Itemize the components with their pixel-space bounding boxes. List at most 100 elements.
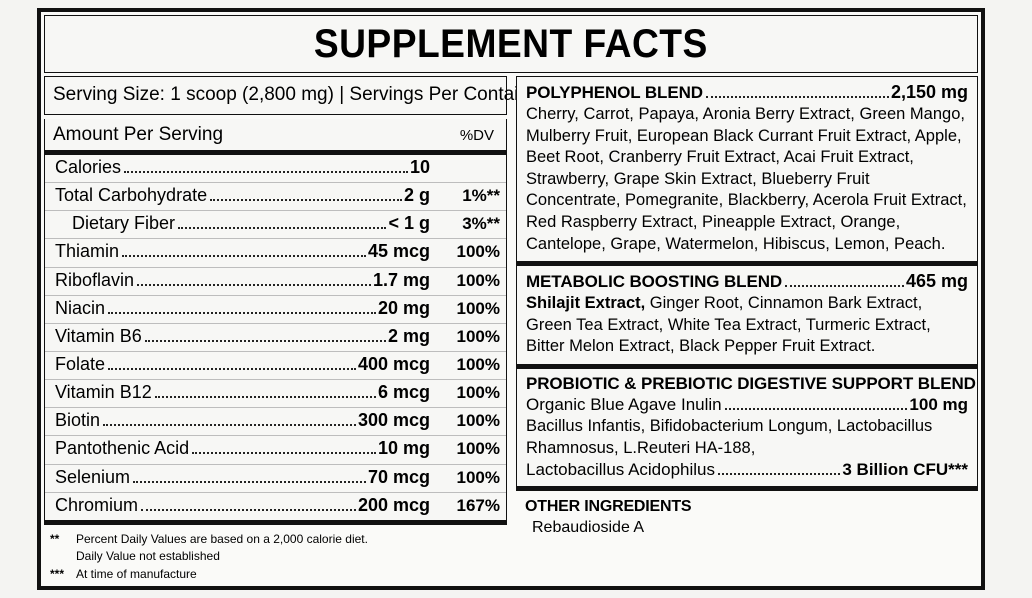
footnote-text: Daily Value not established	[76, 549, 220, 564]
dotted-leader	[133, 480, 366, 483]
daily-value-header: %DV	[459, 126, 494, 144]
nutrient-daily-value: 100%	[456, 467, 500, 487]
probiotic-blend-section: PROBIOTIC & PREBIOTIC DIGESTIVE SUPPORT …	[517, 369, 977, 486]
nutrient-row: Pantothenic Acid 10 mg 100%	[45, 436, 506, 465]
inulin-row: Organic Blue Agave Inulin 100 mg	[526, 394, 968, 415]
probiotic-strains: Bacillus Infantis, Bifidobacterium Longu…	[526, 417, 933, 457]
nutrient-row: Thiamin 45 mcg 100%	[45, 239, 506, 268]
other-ingredients-body: Rebaudioside A	[532, 519, 645, 537]
footnote-line: *** At time of manufacture	[50, 566, 507, 583]
footnote-marker	[50, 548, 76, 565]
dotted-leader	[178, 227, 387, 230]
polyphenol-blend-amount: 2,150 mg	[890, 82, 968, 102]
nutrient-name: Calories	[55, 157, 122, 177]
metabolic-ingredients-rest: Ginger Root, Cinnamon Bark Extract, Gree…	[526, 294, 931, 356]
metabolic-blend-header: METABOLIC BOOSTING BLEND 465 mg	[526, 271, 968, 292]
serving-size-row: Serving Size: 1 scoop (2,800 mg) | Servi…	[44, 76, 578, 115]
nutrient-name: Vitamin B12	[55, 382, 152, 403]
polyphenol-ingredients: Cherry, Carrot, Papaya, Aronia Berry Ext…	[526, 105, 967, 253]
page-title: SUPPLEMENT FACTS	[314, 22, 708, 66]
footnotes: ** Percent Daily Values are based on a 2,…	[44, 525, 507, 583]
nutrient-name: Folate	[55, 353, 106, 374]
dotted-leader	[718, 473, 841, 476]
dotted-leader	[724, 408, 908, 411]
nutrient-amount: 300 mcg	[357, 410, 430, 431]
acidophilus-row: Lactobacillus Acidophilus 3 Billion CFU*…	[526, 459, 968, 480]
metabolic-ingredients: Shilajit Extract, Ginger Root, Cinnamon …	[526, 292, 968, 358]
nutrient-row: Folate 400 mcg 100%	[45, 352, 506, 381]
nutrient-daily-value: 3%**	[462, 214, 500, 234]
panel-columns: Serving Size: 1 scoop (2,800 mg) | Servi…	[41, 73, 981, 586]
inulin-amount: 100 mg	[909, 395, 968, 415]
nutrient-amount: 70 mcg	[367, 466, 430, 487]
nutrient-daily-value: 100%	[456, 411, 500, 431]
dotted-leader	[124, 171, 408, 173]
footnote-text: At time of manufacture	[76, 566, 197, 581]
nutrient-amount: 45 mcg	[367, 241, 430, 262]
nutrient-daily-value: 167%	[456, 495, 500, 515]
nutrient-row: Vitamin B6 2 mg 100%	[45, 324, 506, 352]
title-box: SUPPLEMENT FACTS	[44, 15, 978, 73]
nutrient-name: Biotin	[55, 410, 101, 431]
dotted-leader	[210, 199, 402, 202]
supplement-facts-panel: SUPPLEMENT FACTS Serving Size: 1 scoop (…	[37, 8, 985, 590]
dotted-leader	[154, 396, 376, 399]
nutrient-amount: 10 mg	[377, 438, 430, 459]
probiotic-blend-header: PROBIOTIC & PREBIOTIC DIGESTIVE SUPPORT …	[526, 374, 976, 394]
nutrient-amount: 1.7 mg	[372, 269, 430, 290]
probiotic-blend-name: PROBIOTIC & PREBIOTIC DIGESTIVE SUPPORT …	[526, 374, 976, 394]
polyphenol-blend-name: POLYPHENOL BLEND	[526, 83, 703, 102]
other-ingredients-title: OTHER INGREDIENTS	[525, 498, 692, 516]
polyphenol-blend-section: POLYPHENOL BLEND 2,150 mg Cherry, Carrot…	[517, 77, 977, 267]
acidophilus-amount: 3 Billion CFU***	[842, 460, 968, 480]
dotted-leader	[108, 367, 356, 370]
footnote-marker: ***	[50, 566, 65, 581]
nutrient-name: Total Carbohydrate	[55, 185, 208, 206]
footnote-text: Percent Daily Values are based on a 2,00…	[76, 531, 368, 546]
nutrient-amount: 200 mcg	[357, 494, 430, 515]
nutrient-name: Pantothenic Acid	[55, 438, 190, 459]
nutrient-amount: 20 mg	[377, 297, 430, 318]
metabolic-blend-name: METABOLIC BOOSTING BLEND	[526, 272, 783, 292]
nutrient-table: Calories 10 Total Carbohydrate 2 g 1%** Dieta…	[44, 155, 507, 525]
nutrient-daily-value: 100%	[456, 242, 500, 262]
left-column: Serving Size: 1 scoop (2,800 mg) | Servi…	[44, 76, 578, 583]
inulin-name: Organic Blue Agave Inulin	[526, 395, 722, 415]
other-ingredients-section: OTHER INGREDIENTS Rebaudioside A	[516, 491, 978, 537]
dotted-leader	[108, 311, 376, 314]
dotted-leader	[103, 424, 356, 427]
nutrient-daily-value: 100%	[456, 270, 500, 290]
nutrient-name: Dietary Fiber	[72, 213, 176, 234]
amount-per-serving-header: Amount Per Serving %DV	[44, 119, 507, 155]
polyphenol-blend-header: POLYPHENOL BLEND 2,150 mg	[526, 82, 968, 103]
nutrient-name: Chromium	[55, 494, 139, 515]
nutrient-name: Niacin	[55, 297, 106, 318]
nutrient-daily-value: 100%	[456, 439, 500, 459]
blends-box: POLYPHENOL BLEND 2,150 mg Cherry, Carrot…	[516, 76, 978, 492]
metabolic-blend-amount: 465 mg	[905, 271, 968, 292]
dotted-leader	[705, 96, 889, 98]
nutrient-row: Riboflavin 1.7 mg 100%	[45, 268, 506, 296]
nutrient-amount: 400 mcg	[357, 353, 430, 374]
right-column: POLYPHENOL BLEND 2,150 mg Cherry, Carrot…	[516, 76, 978, 583]
nutrient-row: Calories 10	[45, 155, 506, 184]
nutrient-amount: < 1 g	[388, 213, 430, 234]
footnote-marker: **	[50, 531, 60, 546]
nutrient-row: Chromium 200 mcg 167%	[45, 493, 506, 520]
nutrient-amount: 10	[409, 157, 430, 177]
nutrient-daily-value: 100%	[456, 354, 500, 374]
nutrient-row: Vitamin B12 6 mcg 100%	[45, 380, 506, 409]
nutrient-daily-value: 1%**	[462, 186, 500, 206]
amount-per-serving-label: Amount Per Serving	[53, 124, 224, 145]
dotted-leader	[122, 255, 366, 258]
dotted-leader	[144, 339, 386, 342]
nutrient-name: Vitamin B6	[55, 325, 142, 346]
nutrient-amount: 6 mcg	[377, 382, 430, 403]
footnote-line: ** Percent Daily Values are based on a 2,…	[50, 531, 507, 548]
nutrient-name: Selenium	[55, 466, 131, 487]
nutrient-row: Selenium 70 mcg 100%	[45, 465, 506, 493]
nutrient-daily-value: 100%	[456, 383, 500, 403]
nutrient-row: Total Carbohydrate 2 g 1%**	[45, 183, 506, 212]
nutrient-name: Thiamin	[55, 241, 120, 262]
dotted-leader	[785, 285, 904, 288]
